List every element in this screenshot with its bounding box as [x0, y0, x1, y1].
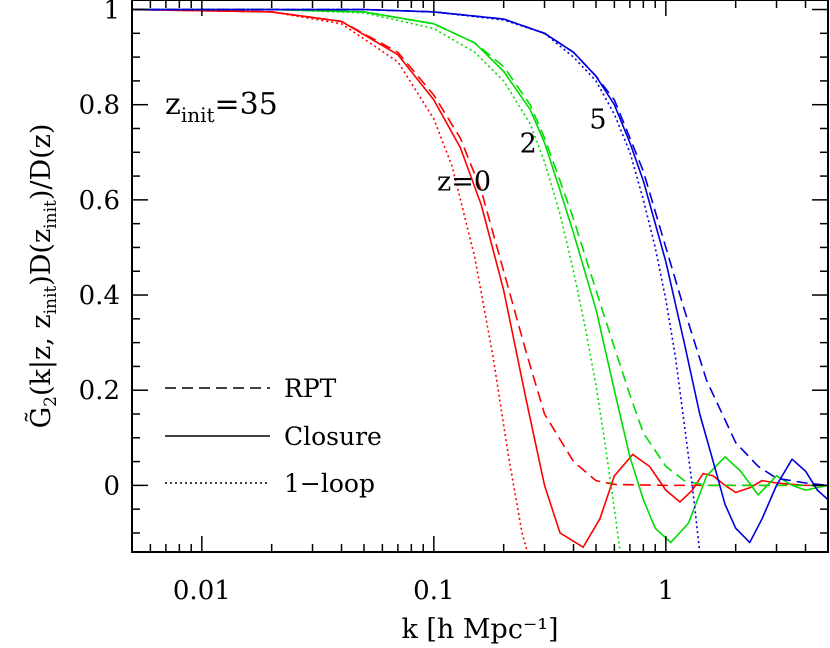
zinit-sub: init — [181, 103, 215, 127]
y-label-part1: (k|z, z — [26, 314, 57, 396]
x-tick-label: 1 — [658, 576, 675, 606]
series-z2-rpt — [132, 8, 828, 487]
curve-label: 5 — [589, 104, 606, 135]
legend-label: RPT — [284, 374, 337, 403]
legend-label: 1−loop — [284, 469, 375, 498]
y-tick-label: 0.6 — [79, 186, 120, 216]
legend: RPT Closure 1−loop — [165, 374, 382, 498]
curve-labels: z=0 2 5 — [437, 104, 607, 197]
y-tick-label: 0.8 — [79, 91, 120, 121]
y-tick-label: 0.4 — [79, 281, 120, 311]
series-z5-rpt — [132, 8, 828, 487]
zinit-annotation: zinit=35 — [165, 87, 278, 127]
y-tick-label: 0 — [103, 471, 120, 501]
curve-label: z=0 — [437, 166, 491, 197]
x-tick-label: 0.01 — [173, 576, 231, 606]
zinit-z: z — [165, 87, 181, 122]
y-label-part3: )/D(z) — [26, 124, 57, 201]
plot-frame — [131, 0, 829, 553]
x-tick-label: 0.1 — [413, 576, 454, 606]
series-z0-rpt — [132, 8, 828, 487]
series-z0-closure — [132, 8, 828, 549]
y-label-g: G̃ — [24, 407, 57, 429]
y-label-part2: )D(z — [26, 229, 57, 286]
series-z0-1-loop — [132, 8, 529, 552]
series-z2-1-loop — [132, 8, 622, 552]
y-axis-label: G̃2(k|z, zinit)D(zinit)/D(z) — [24, 124, 61, 429]
series-curves — [132, 8, 828, 552]
y-label-init2: init — [41, 200, 61, 229]
curve-label: 2 — [520, 128, 537, 159]
zinit-value: =35 — [215, 87, 278, 122]
legend-label: Closure — [284, 422, 382, 451]
y-tick-label: 1 — [103, 0, 120, 26]
axis-ticks: 0.01 0.1 1 0 0.2 0.4 0.6 0.8 1 — [79, 0, 829, 606]
x-axis-label: k [h Mpc⁻¹] — [401, 614, 558, 645]
series-z2-closure — [132, 8, 828, 544]
y-label-sub2: 2 — [41, 396, 61, 407]
y-label-init1: init — [41, 286, 61, 315]
y-tick-label: 0.2 — [79, 376, 120, 406]
